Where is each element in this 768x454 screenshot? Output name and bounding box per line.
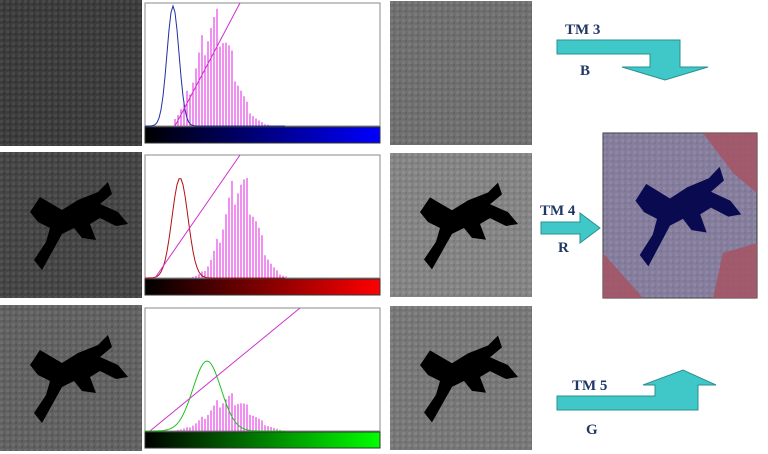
histogram-frame — [144, 307, 381, 432]
band-label: TM 5 — [572, 378, 607, 394]
original-histogram — [145, 4, 285, 127]
stretched-image — [390, 306, 532, 450]
original-histogram — [145, 360, 285, 432]
composite-image — [602, 132, 758, 299]
input-image — [0, 152, 142, 298]
stretched-image — [390, 1, 532, 145]
color-ramp — [144, 278, 381, 296]
transfer-line — [149, 307, 301, 432]
histogram-panel — [144, 307, 381, 449]
image-texture — [390, 1, 532, 145]
color-ramp — [144, 126, 381, 144]
transfer-line — [154, 154, 241, 279]
histogram-panel — [144, 2, 381, 144]
arrow-g — [556, 369, 717, 411]
composite-red-area — [603, 133, 757, 298]
channel-label: B — [580, 63, 590, 79]
transfer-line — [174, 2, 241, 127]
input-image — [0, 305, 142, 451]
arrow-b — [556, 39, 709, 81]
band-label: TM 3 — [565, 22, 600, 38]
image-texture — [0, 0, 142, 146]
input-image — [0, 0, 142, 146]
channel-label: G — [586, 422, 598, 438]
arrow-r — [540, 212, 601, 244]
color-ramp — [144, 431, 381, 449]
histogram-panel — [144, 154, 381, 296]
channel-label: R — [558, 240, 569, 256]
band-label: TM 4 — [540, 203, 576, 219]
stretched-image — [390, 153, 532, 297]
original-histogram — [145, 178, 285, 279]
